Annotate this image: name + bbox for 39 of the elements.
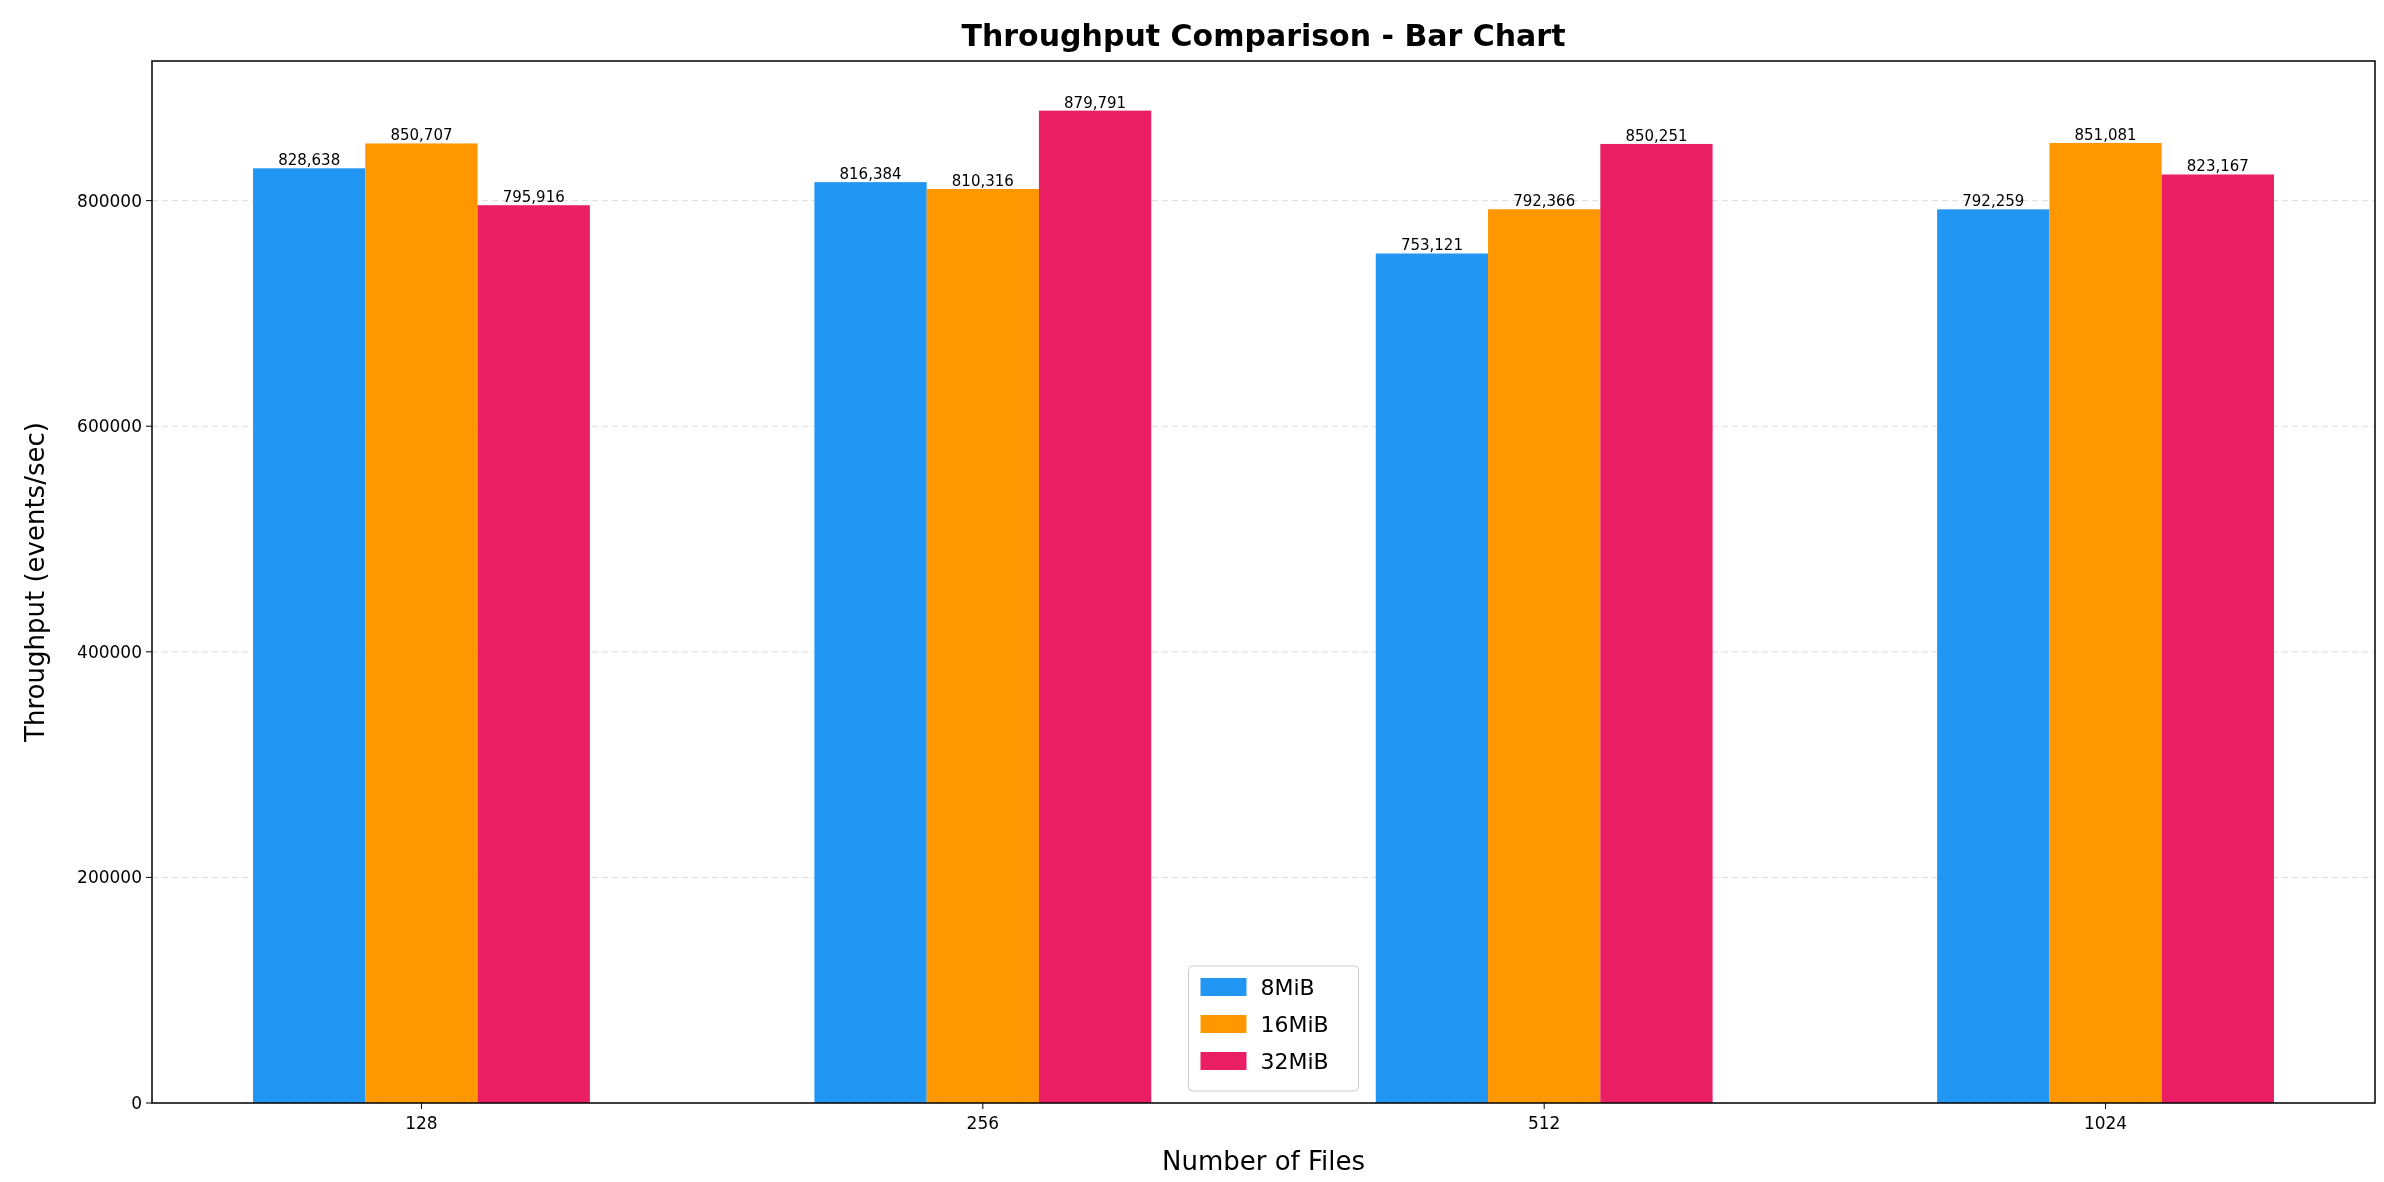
y-tick-label: 0 bbox=[131, 1092, 142, 1113]
bar bbox=[814, 182, 927, 1103]
data-label: 851,081 bbox=[2074, 126, 2137, 144]
data-label: 795,916 bbox=[502, 188, 565, 207]
bar bbox=[1600, 143, 1713, 1103]
data-label: 850,707 bbox=[390, 126, 453, 145]
data-label: 823,167 bbox=[2186, 157, 2249, 176]
y-tick-label: 800000 bbox=[77, 190, 142, 211]
data-label: 828,638 bbox=[278, 151, 341, 170]
bar bbox=[1038, 110, 1152, 1103]
y-tick-label: 400000 bbox=[77, 641, 142, 662]
data-label: 810,316 bbox=[951, 171, 1014, 190]
data-label: 879,791 bbox=[1064, 93, 1127, 112]
x-tick-label: 1024 bbox=[2083, 1113, 2128, 1133]
bar bbox=[365, 143, 478, 1103]
x-tick-label: 128 bbox=[405, 1113, 438, 1133]
bar bbox=[1937, 209, 2050, 1103]
bar bbox=[2049, 143, 2162, 1103]
data-label: 816,384 bbox=[839, 165, 902, 184]
chart-title: Throughput Comparison - Bar Chart bbox=[961, 18, 1566, 53]
data-label: 792,259 bbox=[1962, 192, 2025, 211]
bar bbox=[1488, 209, 1601, 1103]
bar bbox=[253, 168, 366, 1103]
x-tick-label: 512 bbox=[1527, 1113, 1561, 1133]
bar bbox=[2161, 174, 2274, 1103]
x-axis-title: Number of Files bbox=[1161, 1146, 1366, 1176]
legend-label: 32MiB bbox=[1260, 1048, 1329, 1074]
y-tick-label: 600000 bbox=[77, 416, 142, 437]
legend-label: 16MiB bbox=[1260, 1011, 1329, 1037]
data-label: 792,366 bbox=[1513, 192, 1576, 211]
bar bbox=[1375, 253, 1489, 1103]
data-label: 753,121 bbox=[1400, 236, 1463, 255]
x-tick-label: 256 bbox=[966, 1113, 1000, 1133]
y-axis-title: Throughput (events/sec) bbox=[20, 422, 50, 743]
bar bbox=[926, 188, 1039, 1103]
data-label: 850,251 bbox=[1625, 126, 1688, 145]
bar bbox=[477, 205, 590, 1103]
y-tick-label: 200000 bbox=[77, 867, 142, 888]
legend-label: 8MiB bbox=[1260, 974, 1315, 1000]
